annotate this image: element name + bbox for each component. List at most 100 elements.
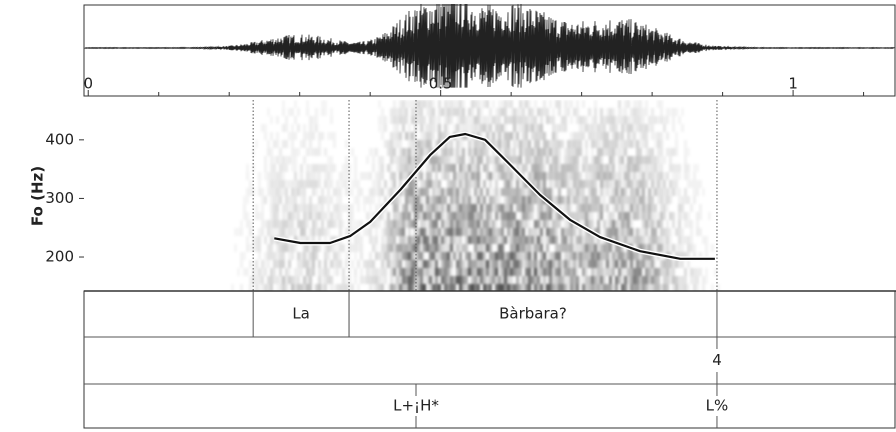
spectrogram-cell [516,220,519,228]
spectrogram-cell [408,188,411,196]
spectrogram-cell [600,188,603,196]
spectrogram-cell [411,188,414,196]
spectrogram-cell [318,180,321,188]
spectrogram-cell [567,244,570,252]
spectrogram-cell [579,140,582,148]
spectrogram-cell [597,220,600,228]
spectrogram-cell [594,236,597,244]
spectrogram-cell [672,188,675,196]
spectrogram-cell [423,212,426,220]
spectrogram-cell [513,188,516,196]
spectrogram-cell [519,124,522,132]
spectrogram-cell [465,228,468,236]
spectrogram-cell [588,220,591,228]
spectrogram-cell [435,140,438,148]
spectrogram-cell [453,212,456,220]
spectrogram-cell [423,148,426,156]
spectrogram-cell [504,188,507,196]
spectrogram-cell [324,148,327,156]
spectrogram-cell [456,116,459,124]
spectrogram-cell [633,164,636,172]
spectrogram-cell [411,204,414,212]
spectrogram-cell [354,236,357,244]
spectrogram-cell [405,156,408,164]
spectrogram-cell [480,276,483,284]
spectrogram-cell [399,132,402,140]
spectrogram-cell [552,212,555,220]
spectrogram-cell [570,228,573,236]
spectrogram-cell [534,116,537,124]
spectrogram-cell [543,204,546,212]
spectrogram-cell [558,220,561,228]
spectrogram-cell [564,148,567,156]
spectrogram-cell [555,100,558,108]
spectrogram-cell [633,156,636,164]
spectrogram-cell [567,252,570,260]
spectrogram-cell [474,148,477,156]
spectrogram-cell [255,236,258,244]
spectrogram-cell [447,180,450,188]
spectrogram-cell [522,124,525,132]
spectrogram-cell [462,196,465,204]
spectrogram-cell [654,204,657,212]
spectrogram-cell [588,196,591,204]
spectrogram-cell [396,284,399,291]
spectrogram-cell [468,188,471,196]
spectrogram-cell [582,204,585,212]
spectrogram-cell [456,108,459,116]
spectrogram-cell [393,220,396,228]
spectrogram-cell [282,164,285,172]
spectrogram-cell [501,164,504,172]
spectrogram-cell [426,100,429,108]
spectrogram-cell [516,124,519,132]
spectrogram-cell [606,164,609,172]
spectrogram-cell [468,148,471,156]
spectrogram-cell [438,156,441,164]
spectrogram-cell [381,284,384,291]
spectrogram-cell [648,196,651,204]
spectrogram-cell [588,236,591,244]
spectrogram-cell [645,276,648,284]
spectrogram-cell [429,244,432,252]
spectrogram-cell [591,148,594,156]
spectrogram-cell [315,108,318,116]
spectrogram-cell [465,164,468,172]
spectrogram-cell [390,132,393,140]
spectrogram-cell [615,244,618,252]
spectrogram-cell [420,148,423,156]
spectrogram-cell [543,276,546,284]
spectrogram-cell [291,204,294,212]
spectrogram-cell [465,260,468,268]
spectrogram-cell [282,204,285,212]
spectrogram-cell [654,180,657,188]
spectrogram-cell [267,260,270,268]
spectrogram-cell [378,172,381,180]
spectrogram-cell [342,204,345,212]
x-tick-label: 0 [83,75,93,93]
spectrogram-cell [645,244,648,252]
spectrogram-cell [411,196,414,204]
spectrogram-cell [636,196,639,204]
spectrogram-cell [699,180,702,188]
spectrogram-cell [618,236,621,244]
spectrogram-cell [537,172,540,180]
spectrogram-cell [516,172,519,180]
spectrogram-cell [435,260,438,268]
spectrogram-cell [513,108,516,116]
spectrogram-cell [309,196,312,204]
spectrogram-cell [390,236,393,244]
spectrogram-cell [270,268,273,276]
spectrogram-cell [285,124,288,132]
spectrogram-cell [609,244,612,252]
spectrogram-cell [600,180,603,188]
spectrogram-cell [399,252,402,260]
spectrogram-cell [642,124,645,132]
spectrogram-cell [651,236,654,244]
spectrogram-cell [693,268,696,276]
spectrogram-cell [306,108,309,116]
spectrogram-cell [384,116,387,124]
spectrogram-cell [381,108,384,116]
spectrogram-cell [273,164,276,172]
spectrogram-cell [555,252,558,260]
spectrogram-cell [570,172,573,180]
